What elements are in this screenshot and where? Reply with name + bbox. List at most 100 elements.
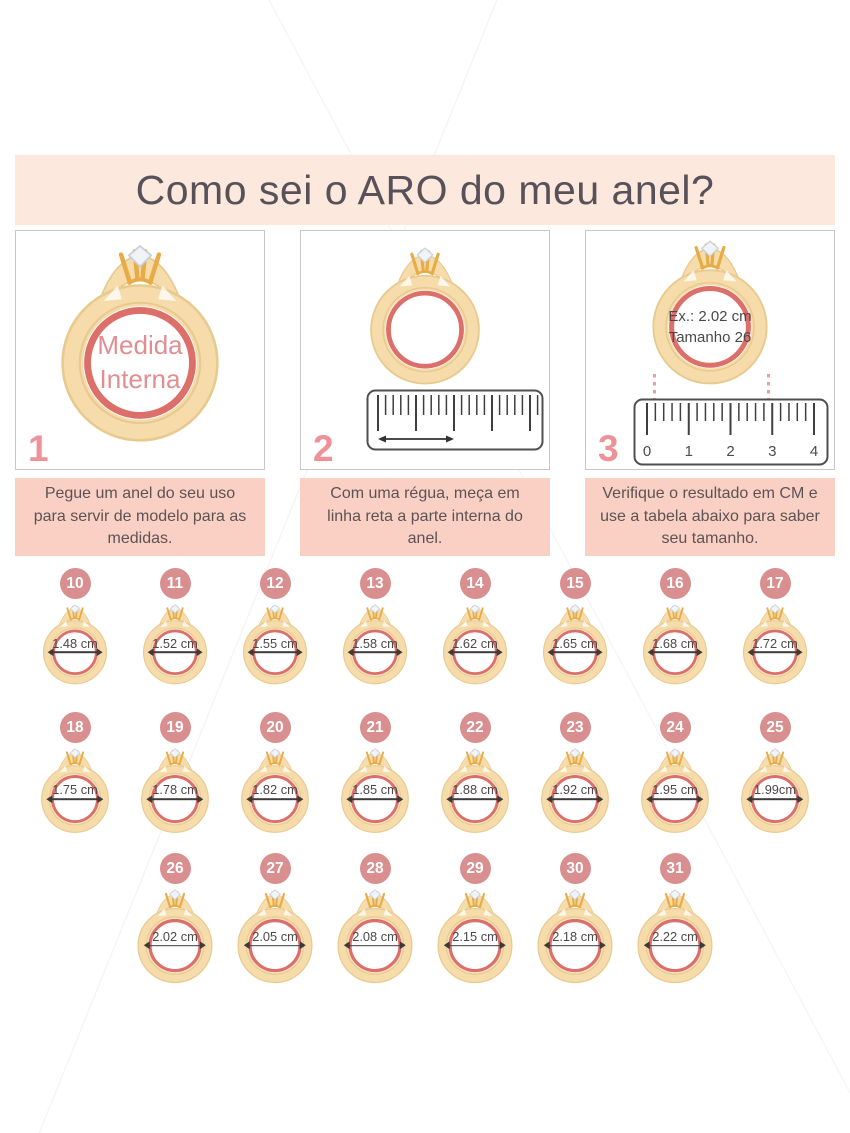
diameter-label: 2.15 cm — [452, 928, 498, 944]
ring-size-item: 20 1.82 cm — [225, 712, 325, 834]
size-badge: 18 — [59, 712, 91, 743]
diameter-label: 1.75 cm — [52, 782, 98, 798]
ring-size-item: 17 1.72 cm — [725, 568, 825, 686]
ring-illustration: 1.65 cm — [540, 604, 610, 686]
diameter-arrow-icon — [543, 942, 607, 949]
size-badge: 31 — [659, 853, 691, 884]
ring-size-item: 12 1.55 cm — [225, 568, 325, 686]
size-number: 15 — [566, 574, 584, 592]
diameter-label: 1.65 cm — [552, 635, 598, 651]
example-size-label: Ex.: 2.02 cm Tamanho 26 — [668, 306, 751, 348]
size-badge: 23 — [559, 712, 591, 743]
ring-size-item: 16 1.68 cm — [625, 568, 725, 686]
numbered-ruler-icon: 0 1 2 3 4 — [633, 398, 829, 466]
size-number: 23 — [566, 718, 584, 736]
diameter-arrow-icon — [243, 942, 307, 949]
size-number: 17 — [766, 574, 784, 592]
diameter-arrow-icon — [347, 648, 403, 656]
ring-size-item: 28 2.08 cm — [325, 853, 425, 985]
steps-row: Medida Interna 1 2 — [15, 230, 835, 470]
ring-size-item: 18 1.75 cm — [25, 712, 125, 834]
ring-size-item: 31 2.22 cm — [625, 853, 725, 985]
diameter-label: 1.85 cm — [352, 782, 398, 798]
instruction-step1: Pegue um anel do seu uso para servir de … — [15, 478, 265, 556]
size-chart-row-1: 10 1.48 cm 11 1.52 cm 12 1.55 cm 13 — [0, 568, 850, 686]
diameter-arrow-icon — [346, 795, 405, 803]
ring-size-item: 22 1.88 cm — [425, 712, 525, 834]
size-badge: 25 — [759, 712, 791, 743]
ring-size-item: 29 2.15 cm — [425, 853, 525, 985]
size-badge: 26 — [159, 853, 191, 884]
ring-size-item: 27 2.05 cm — [225, 853, 325, 985]
example-measure: Ex.: 2.02 cm — [668, 307, 752, 325]
diameter-label: 1.92 cm — [552, 782, 598, 798]
size-badge: 21 — [359, 712, 391, 743]
page-title: Como sei o ARO do meu anel? — [135, 166, 715, 213]
diameter-arrow-icon — [643, 942, 707, 949]
diameter-label: 2.18 cm — [552, 928, 598, 944]
ring-illustration: 2.15 cm — [434, 889, 516, 985]
size-number: 19 — [166, 718, 184, 736]
ring-illustration: 1.75 cm — [38, 748, 112, 834]
header-banner: Como sei o ARO do meu anel? — [15, 155, 835, 225]
diameter-label: 1.68 cm — [652, 635, 698, 651]
ring-illustration-step1: Medida Interna — [54, 244, 226, 444]
size-number: 24 — [666, 718, 684, 736]
ring-size-item: 21 1.85 cm — [325, 712, 425, 834]
diameter-label: 2.08 cm — [352, 928, 398, 944]
ruler-icon — [366, 389, 544, 451]
instruction-step3: Verifique o resultado em CM e use a tabe… — [585, 478, 835, 556]
ring-illustration: 1.62 cm — [440, 604, 510, 686]
example-size: Tamanho 26 — [668, 328, 752, 346]
diameter-arrow-icon — [446, 795, 505, 803]
ring-size-item: 24 1.95 cm — [625, 712, 725, 834]
ring-size-item: 11 1.52 cm — [125, 568, 225, 686]
size-badge: 12 — [259, 568, 291, 599]
ring-illustration: 1.58 cm — [340, 604, 410, 686]
inner-measure-label: Medida Interna — [97, 329, 182, 397]
instruction-step2: Com uma régua, meça em linha reta a part… — [300, 478, 550, 556]
size-badge: 22 — [459, 712, 491, 743]
inner-measure-line1: Medida — [97, 330, 183, 361]
ring-size-item: 13 1.58 cm — [325, 568, 425, 686]
diameter-label: 1.88 cm — [452, 782, 498, 798]
size-badge: 28 — [359, 853, 391, 884]
size-badge: 19 — [159, 712, 191, 743]
ring-size-item: 19 1.78 cm — [125, 712, 225, 834]
size-badge: 20 — [259, 712, 291, 743]
size-badge: 16 — [659, 568, 691, 599]
diameter-arrow-icon — [247, 648, 303, 656]
ring-size-item: 25 1.99cm — [725, 712, 825, 834]
diameter-label: 2.05 cm — [252, 928, 298, 944]
ring-size-item: 10 1.48 cm — [25, 568, 125, 686]
size-number: 27 — [266, 859, 284, 877]
ring-size-item: 23 1.92 cm — [525, 712, 625, 834]
size-number: 14 — [466, 574, 484, 592]
diameter-label: 1.72 cm — [752, 635, 798, 651]
step-2-box: 2 — [300, 230, 550, 470]
size-badge: 27 — [259, 853, 291, 884]
ruler-number: 2 — [726, 443, 734, 460]
ring-illustration: 1.72 cm — [740, 604, 810, 686]
guide-dotted-line-right — [767, 374, 770, 407]
size-number: 21 — [366, 718, 384, 736]
diameter-arrow-icon — [746, 795, 805, 803]
ring-illustration: 1.88 cm — [438, 748, 512, 834]
size-number: 28 — [366, 859, 384, 877]
diameter-arrow-icon — [443, 942, 507, 949]
ring-illustration: 1.78 cm — [138, 748, 212, 834]
ring-size-item: 26 2.02 cm — [125, 853, 225, 985]
diameter-arrow-icon — [547, 648, 603, 656]
ring-illustration: 1.92 cm — [538, 748, 612, 834]
size-badge: 11 — [159, 568, 191, 599]
diameter-arrow-icon — [343, 942, 407, 949]
diameter-label: 1.99cm — [754, 782, 796, 798]
ruler-number: 0 — [643, 443, 651, 460]
diameter-label: 1.48 cm — [52, 635, 98, 651]
size-badge: 24 — [659, 712, 691, 743]
size-number: 31 — [666, 859, 684, 877]
ring-size-item: 30 2.18 cm — [525, 853, 625, 985]
step-3-box: Ex.: 2.02 cm Tamanho 26 0 1 2 3 4 3 — [585, 230, 835, 470]
ring-illustration: 1.95 cm — [638, 748, 712, 834]
